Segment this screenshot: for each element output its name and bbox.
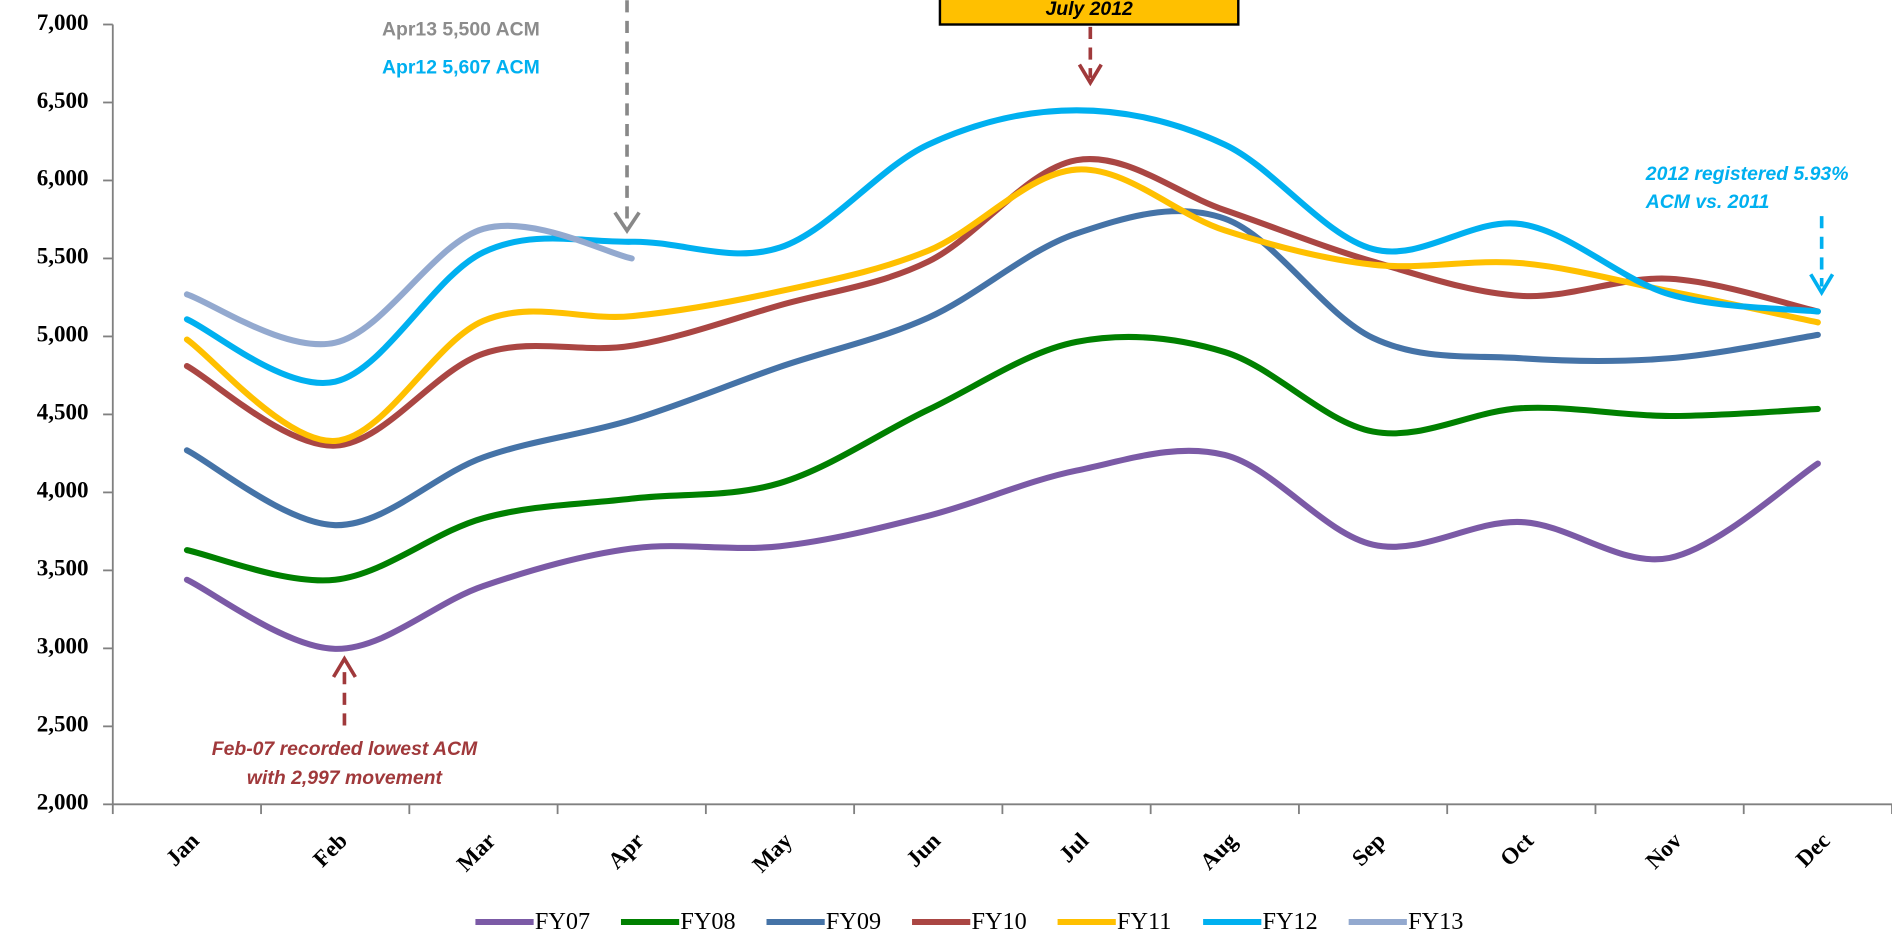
x-tick-label: Dec: [1790, 827, 1835, 872]
annotation: Feb-07 recorded lowest ACM: [212, 738, 478, 760]
x-tick-label: Nov: [1640, 827, 1687, 874]
annotation: July 2012: [1045, 0, 1133, 20]
x-tick-label: Feb: [308, 827, 353, 872]
x-tick-label: Jul: [1053, 827, 1093, 867]
y-tick-label: 5,000: [37, 321, 89, 347]
legend-label: FY11: [1117, 908, 1171, 935]
annotation: Apr12 5,607 ACM: [382, 56, 540, 78]
annotation-box: [938, 0, 1240, 26]
legend-label: FY13: [1408, 908, 1463, 935]
x-tick-label: Aug: [1194, 827, 1242, 875]
legend-label: FY08: [680, 908, 735, 935]
series-line: [183, 447, 1821, 652]
y-tick-label: 4,000: [37, 477, 89, 503]
series-line: [183, 107, 1821, 386]
y-tick-label: 3,500: [37, 555, 89, 581]
series-line: [183, 166, 1821, 444]
x-tick-label: Sep: [1346, 827, 1390, 871]
y-tick-label: 3,000: [37, 633, 89, 659]
x-tick-label: Jan: [160, 827, 204, 871]
y-tick-label: 6,000: [37, 165, 89, 191]
legend-label: FY10: [971, 908, 1026, 935]
x-tick-label: May: [747, 827, 797, 877]
x-tick-label: Mar: [451, 827, 500, 876]
series-line: [183, 208, 1821, 529]
legend-label: FY12: [1263, 908, 1318, 935]
y-tick-label: 7,000: [37, 9, 89, 35]
y-tick-label: 4,500: [37, 399, 89, 425]
y-tick-label: 2,000: [37, 789, 89, 815]
annotation: ACM vs. 2011: [1645, 191, 1770, 213]
annotation: Apr13 5,500 ACM: [382, 19, 540, 41]
legend-label: FY09: [826, 908, 881, 935]
y-tick-label: 5,500: [37, 243, 89, 269]
annotation: 2012 registered 5.93%: [1645, 163, 1849, 185]
series-line: [183, 222, 635, 348]
annotation-arrows: [331, 0, 1835, 726]
x-tick-label: Oct: [1495, 827, 1539, 871]
legend-label: FY07: [535, 908, 590, 935]
x-tick-label: Jun: [901, 827, 946, 872]
x-tick-label: Apr: [602, 827, 648, 873]
annotation: with 2,997 movement: [247, 767, 444, 789]
series-line: [183, 333, 1821, 584]
y-tick-label: 6,500: [37, 87, 89, 113]
y-tick-label: 2,500: [37, 711, 89, 737]
